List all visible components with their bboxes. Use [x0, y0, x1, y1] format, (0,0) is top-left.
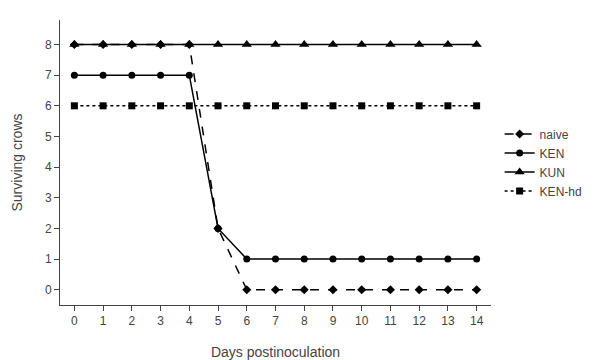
- svg-text:0: 0: [71, 314, 78, 328]
- svg-text:KEN: KEN: [540, 147, 565, 161]
- svg-text:13: 13: [441, 314, 455, 328]
- svg-text:8: 8: [301, 314, 308, 328]
- svg-text:7: 7: [45, 68, 52, 82]
- svg-text:8: 8: [45, 38, 52, 52]
- svg-text:KEN-hd: KEN-hd: [540, 185, 582, 199]
- svg-text:Days postinoculation: Days postinoculation: [211, 344, 340, 360]
- svg-text:14: 14: [470, 314, 484, 328]
- svg-text:3: 3: [45, 191, 52, 205]
- svg-text:1: 1: [45, 252, 52, 266]
- svg-text:5: 5: [215, 314, 222, 328]
- svg-text:naive: naive: [540, 128, 569, 142]
- svg-text:9: 9: [330, 314, 337, 328]
- svg-text:KUN: KUN: [540, 166, 565, 180]
- svg-text:11: 11: [384, 314, 397, 328]
- svg-text:0: 0: [45, 283, 52, 297]
- svg-text:6: 6: [45, 99, 52, 113]
- svg-text:3: 3: [157, 314, 164, 328]
- svg-text:2: 2: [128, 314, 135, 328]
- svg-text:4: 4: [186, 314, 193, 328]
- svg-text:10: 10: [355, 314, 369, 328]
- svg-text:6: 6: [243, 314, 250, 328]
- svg-text:7: 7: [272, 314, 279, 328]
- svg-text:Surviving crows: Surviving crows: [9, 113, 25, 211]
- svg-text:4: 4: [45, 160, 52, 174]
- svg-text:2: 2: [45, 222, 52, 236]
- svg-text:1: 1: [100, 314, 107, 328]
- svg-text:12: 12: [412, 314, 426, 328]
- svg-text:5: 5: [45, 130, 52, 144]
